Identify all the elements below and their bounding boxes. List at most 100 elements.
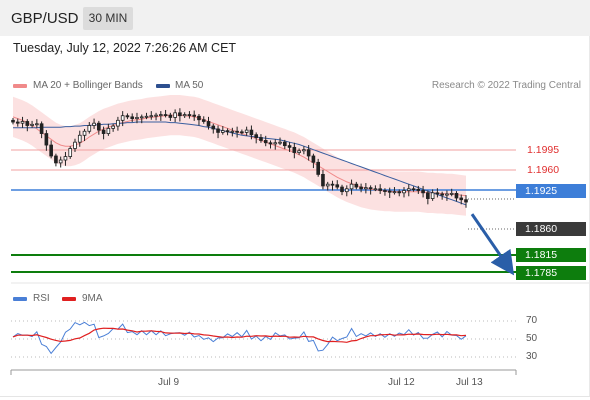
candle xyxy=(125,113,130,120)
candle xyxy=(330,180,335,191)
candle xyxy=(73,138,77,152)
research-credit: Research © 2022 Trading Central xyxy=(431,80,581,91)
candle xyxy=(97,120,101,135)
candle xyxy=(459,194,464,205)
candle xyxy=(282,139,287,150)
candle xyxy=(111,123,115,132)
candle xyxy=(421,185,425,198)
candle xyxy=(92,118,96,129)
candle xyxy=(445,190,449,201)
candle xyxy=(325,181,330,191)
candle xyxy=(197,113,201,126)
candle xyxy=(263,135,268,147)
rsi-ma-legend-swatch xyxy=(62,297,76,301)
candle xyxy=(406,184,411,197)
candle xyxy=(449,188,454,197)
candle xyxy=(340,184,344,196)
candle xyxy=(63,151,68,166)
candle xyxy=(344,185,349,197)
rsi-ma-legend-label: 9MA xyxy=(82,293,103,304)
candle xyxy=(163,109,168,118)
candle xyxy=(259,134,263,143)
candle xyxy=(435,188,440,198)
candle xyxy=(44,130,49,151)
candle xyxy=(58,156,63,168)
candle xyxy=(101,126,106,140)
candle xyxy=(225,128,230,136)
candle xyxy=(292,142,297,159)
candle xyxy=(244,126,249,136)
candle xyxy=(201,116,206,124)
candle xyxy=(321,169,325,190)
candle xyxy=(364,183,368,194)
candle xyxy=(273,139,278,150)
candle xyxy=(168,112,173,121)
candle xyxy=(287,142,292,152)
rsi-legend-label: RSI xyxy=(33,293,50,304)
candle xyxy=(392,187,397,195)
rsi-9ma-series xyxy=(12,327,467,343)
resistance-1-label: 1.1960 xyxy=(527,164,560,176)
candle xyxy=(302,146,306,155)
candle xyxy=(316,158,320,177)
candle xyxy=(182,112,187,119)
x-label-jul13: Jul 13 xyxy=(456,377,483,388)
candle xyxy=(39,121,44,139)
candle xyxy=(230,127,235,137)
candlesticks xyxy=(11,108,468,208)
candle xyxy=(192,110,197,121)
candle xyxy=(173,109,177,123)
candle xyxy=(49,140,53,159)
bollinger-band-area xyxy=(13,95,466,216)
ma20-legend-swatch xyxy=(13,84,27,88)
rsi-50-label: 50 xyxy=(526,333,538,344)
candle xyxy=(68,146,73,159)
candle xyxy=(464,195,468,208)
x-label-jul12: Jul 12 xyxy=(388,377,415,388)
ma50-legend-swatch xyxy=(156,84,170,88)
symbol-label: GBP/USD xyxy=(11,10,79,27)
candle xyxy=(15,118,20,127)
candle xyxy=(368,185,373,195)
candle xyxy=(116,116,120,131)
candle xyxy=(144,112,149,120)
candle xyxy=(25,119,30,132)
rsi-70-label: 70 xyxy=(526,315,538,326)
candle xyxy=(278,137,282,146)
candle xyxy=(187,111,192,119)
candle xyxy=(402,187,406,198)
candle xyxy=(411,186,416,192)
candle xyxy=(120,111,125,127)
candle xyxy=(454,191,459,202)
candle xyxy=(106,123,111,136)
candle xyxy=(349,179,354,195)
bollinger-band xyxy=(13,95,466,216)
pivot-tag: 1.1925 xyxy=(516,184,586,198)
candle xyxy=(378,184,382,194)
candle xyxy=(149,111,154,120)
candle xyxy=(311,153,316,169)
candle xyxy=(387,187,392,198)
timeframe-button[interactable]: 30 MIN xyxy=(83,7,133,30)
candle xyxy=(335,180,340,190)
candle xyxy=(249,125,254,140)
candle xyxy=(216,125,220,139)
candle xyxy=(306,145,311,161)
candle xyxy=(135,112,139,124)
candle xyxy=(268,140,273,149)
candle xyxy=(235,126,239,138)
resistance-2-label: 1.1995 xyxy=(527,144,560,156)
candle xyxy=(139,114,144,124)
candle xyxy=(430,189,435,201)
support-2-tag: 1.1785 xyxy=(516,266,586,280)
support-1-tag: 1.1815 xyxy=(516,248,586,262)
candle xyxy=(154,112,158,121)
ma20-legend-label: MA 20 + Bollinger Bands xyxy=(33,80,143,91)
last-price-tag: 1.1860 xyxy=(516,222,586,236)
rsi-30-label: 30 xyxy=(526,351,538,362)
candle xyxy=(416,185,421,194)
candle xyxy=(297,148,301,155)
candle xyxy=(159,111,163,121)
x-label-jul9: Jul 9 xyxy=(158,377,180,388)
